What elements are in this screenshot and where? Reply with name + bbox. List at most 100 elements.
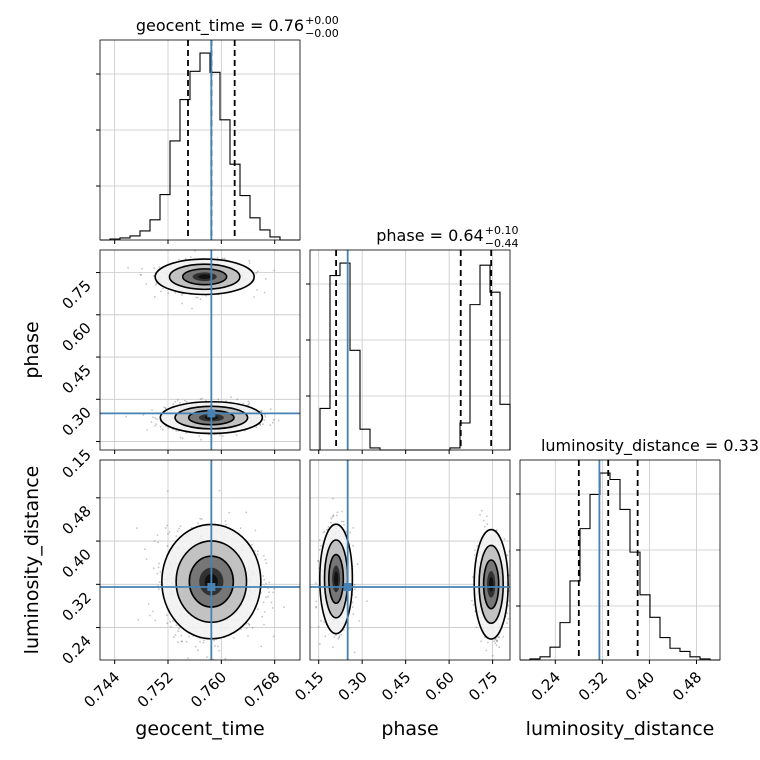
scatter-geocent_time-vs-luminosity_distance-point: [157, 566, 160, 569]
scatter-phase-vs-luminosity_distance-point: [506, 554, 509, 557]
hist-geocent_time-bin-4: [140, 231, 150, 240]
scatter-geocent_time-vs-luminosity_distance-point: [263, 611, 266, 613]
scatter-geocent_time-vs-phase-point: [174, 292, 177, 294]
scatter-geocent_time-vs-luminosity_distance-point: [245, 511, 248, 514]
scatter-phase-vs-luminosity_distance-point: [502, 636, 504, 638]
scatter-geocent_time-vs-luminosity_distance-point: [268, 591, 270, 594]
scatter-phase-vs-luminosity_distance-core-1: [488, 577, 494, 592]
scatter-geocent_time-vs-luminosity_distance-point: [263, 578, 266, 581]
scatter-geocent_time-vs-phase-point: [191, 307, 193, 310]
scatter-phase-vs-luminosity_distance-point: [315, 600, 317, 603]
scatter-geocent_time-vs-phase-point: [172, 403, 175, 405]
scatter-geocent_time-vs-luminosity_distance-point: [268, 581, 271, 584]
hist-luminosity_distance-bin-14: [660, 638, 670, 660]
scatter-geocent_time-vs-luminosity_distance-truth-marker: [207, 583, 216, 592]
scatter-phase-vs-luminosity_distance-point: [349, 531, 352, 534]
scatter-phase-vs-luminosity_distance-point: [496, 640, 498, 643]
scatter-phase-vs-luminosity_distance-point: [351, 601, 354, 604]
scatter-phase-vs-luminosity_distance-point: [336, 511, 339, 514]
scatter-phase-vs-luminosity_distance-point: [487, 641, 489, 644]
scatter-phase-vs-luminosity_distance-point: [491, 654, 494, 657]
scatter-geocent_time-vs-luminosity_distance-point: [157, 588, 160, 591]
scatter-geocent_time-vs-phase-point: [155, 423, 158, 425]
hist-phase-bin-5: [360, 429, 370, 450]
scatter-geocent_time-vs-luminosity_distance-point: [260, 645, 263, 648]
scatter-phase-vs-luminosity_distance-point: [480, 509, 483, 512]
scatter-phase-vs-luminosity_distance-point: [326, 528, 328, 531]
scatter-geocent_time-vs-phase-point: [264, 416, 267, 418]
scatter-phase-vs-luminosity_distance-point: [340, 520, 343, 523]
scatter-phase-vs-luminosity_distance-point: [318, 548, 321, 551]
hist-luminosity_distance-bin-9: [610, 479, 620, 660]
scatter-geocent_time-vs-luminosity_distance-point: [175, 624, 178, 627]
ylabel-phase: phase: [21, 321, 43, 378]
scatter-geocent_time-vs-luminosity_distance-point: [254, 529, 257, 532]
scatter-geocent_time-vs-luminosity_distance-point: [185, 640, 188, 643]
hist-geocent_time-bin-16: [260, 230, 270, 240]
hist-geocent_time-bin-17: [270, 237, 280, 240]
scatter-phase-vs-luminosity_distance-point: [356, 563, 359, 565]
scatter-phase-vs-luminosity_distance-point: [479, 513, 481, 516]
hist-luminosity_distance-bin-16: [680, 651, 690, 660]
scatter-geocent_time-vs-luminosity_distance-point: [225, 523, 227, 526]
scatter-geocent_time-vs-phase-point: [150, 421, 153, 423]
scatter-geocent_time-vs-luminosity_distance-point: [178, 627, 180, 630]
panels: [96, 39, 721, 664]
scatter-geocent_time-vs-phase-point: [262, 423, 264, 426]
scatter-phase-vs-luminosity_distance-point: [351, 606, 354, 608]
scatter-geocent_time-vs-luminosity_distance-point: [145, 558, 148, 560]
scatter-phase-vs-luminosity_distance-point: [472, 604, 475, 606]
scatter-phase-vs-luminosity_distance-point: [343, 629, 345, 631]
scatter-geocent_time-vs-luminosity_distance-point: [270, 601, 273, 604]
hist-phase-bg: [310, 250, 510, 450]
scatter-geocent_time-vs-luminosity_distance-point: [273, 587, 276, 590]
scatter-geocent_time-vs-luminosity_distance-point: [166, 545, 169, 548]
scatter-geocent_time-vs-phase-point: [140, 274, 142, 276]
scatter-geocent_time-vs-phase-point: [256, 289, 258, 291]
scatter-geocent_time-vs-phase-point: [156, 418, 159, 421]
scatter-geocent_time-vs-phase-point: [189, 256, 192, 258]
hist-luminosity_distance-bin-10: [620, 509, 630, 660]
scatter-geocent_time-vs-phase-point: [161, 428, 164, 431]
scatter-geocent_time-vs-luminosity_distance-point: [217, 645, 219, 648]
hist-phase-bin-19: [500, 404, 510, 450]
scatter-geocent_time-vs-luminosity_distance-point: [166, 622, 169, 625]
scatter-geocent_time-vs-phase-point: [255, 426, 258, 429]
scatter-geocent_time-vs-luminosity_distance-point: [202, 641, 205, 644]
scatter-phase-vs-luminosity_distance-point: [335, 514, 338, 517]
scatter-geocent_time-vs-luminosity_distance-point: [176, 530, 179, 533]
scatter-geocent_time-vs-luminosity_distance-point: [251, 627, 254, 629]
scatter-phase-vs-luminosity_distance-point: [332, 514, 335, 516]
scatter-geocent_time-vs-phase-point: [162, 287, 164, 290]
scatter-geocent_time-vs-luminosity_distance-point: [188, 635, 191, 638]
scatter-phase-vs-luminosity_distance-point: [315, 606, 317, 609]
scatter-phase-vs-luminosity_distance-point: [485, 649, 488, 652]
hist-phase-bin-16: [470, 305, 480, 450]
scatter-geocent_time-vs-luminosity_distance-point: [173, 636, 175, 638]
scatter-geocent_time-vs-luminosity_distance-point: [218, 489, 221, 492]
scatter-geocent_time-vs-phase-content: [100, 250, 300, 450]
scatter-geocent_time-vs-phase-point: [247, 400, 250, 403]
scatter-geocent_time-vs-luminosity_distance-point: [177, 630, 179, 633]
scatter-geocent_time-vs-luminosity_distance-point: [152, 610, 154, 613]
scatter-phase-vs-luminosity_distance-point: [317, 560, 320, 563]
scatter-geocent_time-vs-phase-point: [153, 295, 156, 298]
scatter-geocent_time-vs-luminosity_distance-border: [99, 459, 301, 661]
xlabel-geocent_time: geocent_time: [135, 718, 264, 740]
scatter-phase-vs-luminosity_distance-point: [483, 525, 486, 528]
scatter-geocent_time-vs-luminosity_distance-point: [149, 614, 151, 617]
scatter-phase-vs-luminosity_distance-point: [475, 626, 478, 629]
scatter-geocent_time-vs-phase-point: [177, 258, 180, 261]
scatter-phase-vs-luminosity_distance-point: [317, 626, 320, 628]
scatter-phase-vs-luminosity_distance-point: [338, 636, 341, 639]
scatter-geocent_time-vs-phase-point: [248, 262, 251, 264]
hist-geocent_time-bin-6: [160, 195, 170, 240]
scatter-geocent_time-vs-luminosity_distance-point: [262, 575, 265, 577]
scatter-phase-vs-luminosity_distance-point: [366, 600, 368, 602]
xlabel-luminosity_distance_x: luminosity_distance: [526, 718, 715, 740]
scatter-geocent_time-vs-luminosity_distance-point: [272, 591, 275, 594]
hist-geocent_time-bin-3: [130, 236, 140, 240]
scatter-geocent_time-vs-luminosity_distance-point: [165, 614, 168, 617]
scatter-geocent_time-vs-phase-point: [217, 398, 220, 401]
scatter-phase-vs-luminosity_distance-point: [341, 510, 343, 513]
